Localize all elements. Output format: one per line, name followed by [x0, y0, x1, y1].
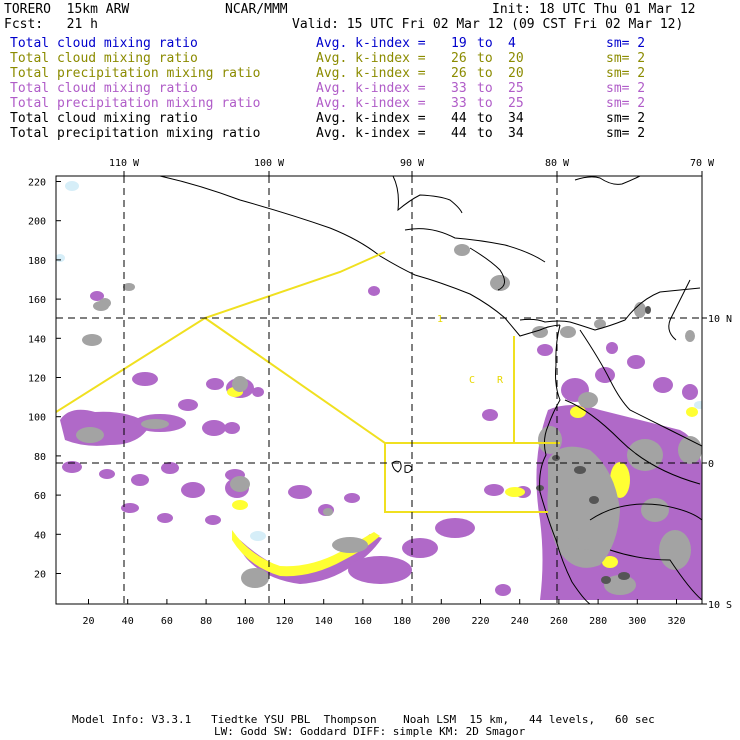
domain-label: 1 [437, 314, 443, 325]
y-tick-label: 60 [34, 491, 46, 502]
model-info-line2: LW: Godd SW: Goddard DIFF: simple KM: 2D… [214, 725, 526, 738]
x-tick-label: 140 [315, 616, 333, 627]
legend-end: 25 [508, 96, 524, 111]
legend-field: Total cloud mixing ratio [10, 81, 198, 96]
x-tick-label: 180 [393, 616, 411, 627]
legend-avg-label: Avg. k-index = [316, 111, 426, 126]
legend-smoothing: sm= 2 [606, 66, 646, 81]
legend-end: 34 [508, 111, 524, 126]
lon-label: 100 W [254, 158, 285, 169]
legend-to: to [477, 111, 493, 126]
domain-outline-layer [56, 251, 560, 513]
legend-smoothing: sm= 2 [606, 126, 646, 141]
legend-field: Total precipitation mixing ratio [10, 66, 261, 81]
x-tick-label: 260 [550, 616, 568, 627]
x-tick-label: 300 [628, 616, 646, 627]
x-tick-label: 20 [82, 616, 94, 627]
legend-smoothing: sm= 2 [606, 51, 646, 66]
x-tick-label: 120 [275, 616, 293, 627]
y-tick-label: 220 [28, 178, 46, 189]
plot-frame [55, 175, 703, 605]
legend-avg-label: Avg. k-index = [316, 96, 426, 111]
legend-to: to [477, 66, 493, 81]
legend-to: to [477, 96, 493, 111]
legend-avg-label: Avg. k-index = [316, 51, 426, 66]
legend-from: 33 [451, 96, 467, 111]
legend-field: Total cloud mixing ratio [10, 111, 198, 126]
y-tick-label: 140 [28, 334, 46, 345]
map-layers [56, 176, 702, 604]
lon-label: 70 W [690, 158, 715, 169]
x-tick-label: 100 [236, 616, 254, 627]
y-tick-label: 180 [28, 256, 46, 267]
legend-from: 33 [451, 81, 467, 96]
inner-labels: 1 C R [437, 314, 504, 386]
domain-label: C [469, 375, 475, 386]
init-time: Init: 18 UTC Thu 01 Mar 12 [492, 2, 696, 17]
lon-label: 110 W [109, 158, 140, 169]
legend-end: 25 [508, 81, 524, 96]
legend-to: to [477, 36, 493, 51]
lon-label: 80 W [545, 158, 570, 169]
center-label: NCAR/MMM [225, 2, 288, 17]
legend-field: Total precipitation mixing ratio [10, 96, 261, 111]
coastline-layer [159, 176, 702, 604]
legend-avg-label: Avg. k-index = [316, 36, 426, 51]
y-tick-label: 40 [34, 530, 46, 541]
x-tick-label: 240 [511, 616, 529, 627]
legend-smoothing: sm= 2 [606, 111, 646, 126]
core-cloud-layer [536, 306, 651, 584]
valid-time: Valid: 15 UTC Fri 02 Mar 12 (09 CST Fri … [292, 17, 684, 32]
legend-avg-label: Avg. k-index = [316, 81, 426, 96]
lat-label: 10 N [708, 314, 732, 325]
lat-label: 10 S [708, 600, 732, 611]
legend-to: to [477, 81, 493, 96]
legend-field: Total cloud mixing ratio [10, 36, 198, 51]
x-tick-label: 320 [667, 616, 685, 627]
legend-avg-label: Avg. k-index = [316, 66, 426, 81]
low-cloud-layer [56, 181, 702, 541]
legend-field: Total precipitation mixing ratio [10, 126, 261, 141]
legend-end: 34 [508, 126, 524, 141]
x-tick-label: 280 [589, 616, 607, 627]
legend-field: Total cloud mixing ratio [10, 51, 198, 66]
legend-smoothing: sm= 2 [606, 96, 646, 111]
forecast-hour: Fcst: 21 h [4, 17, 98, 32]
legend-end: 4 [508, 36, 516, 51]
legend-from: 19 [451, 36, 467, 51]
legend-smoothing: sm= 2 [606, 81, 646, 96]
y-tick-label: 80 [34, 452, 46, 463]
legend-from: 26 [451, 51, 467, 66]
legend-end: 20 [508, 66, 524, 81]
x-tick-label: 220 [471, 616, 489, 627]
y-tick-label: 160 [28, 295, 46, 306]
x-tick-label: 200 [432, 616, 450, 627]
legend-to: to [477, 126, 493, 141]
y-tick-label: 20 [34, 570, 46, 581]
legend-end: 20 [508, 51, 524, 66]
legend-from: 44 [451, 126, 467, 141]
lat-label: 0 [708, 459, 714, 470]
legend-avg-label: Avg. k-index = [316, 126, 426, 141]
model-title: TORERO 15km ARW [4, 2, 130, 17]
x-tick-label: 80 [200, 616, 212, 627]
domain-label: R [497, 375, 504, 386]
model-info-line1: Model Info: V3.3.1 Tiedtke YSU PBL Thomp… [72, 713, 655, 726]
y-tick-label: 200 [28, 217, 46, 228]
legend-smoothing: sm= 2 [606, 36, 646, 51]
y-tick-label: 100 [28, 413, 46, 424]
x-tick-label: 60 [161, 616, 173, 627]
lon-label: 90 W [400, 158, 425, 169]
x-tick-label: 160 [354, 616, 372, 627]
legend-from: 44 [451, 111, 467, 126]
y-tick-label: 120 [28, 374, 46, 385]
deep-cloud-layer [76, 244, 702, 595]
legend-from: 26 [451, 66, 467, 81]
x-tick-label: 40 [122, 616, 134, 627]
legend-to: to [477, 51, 493, 66]
